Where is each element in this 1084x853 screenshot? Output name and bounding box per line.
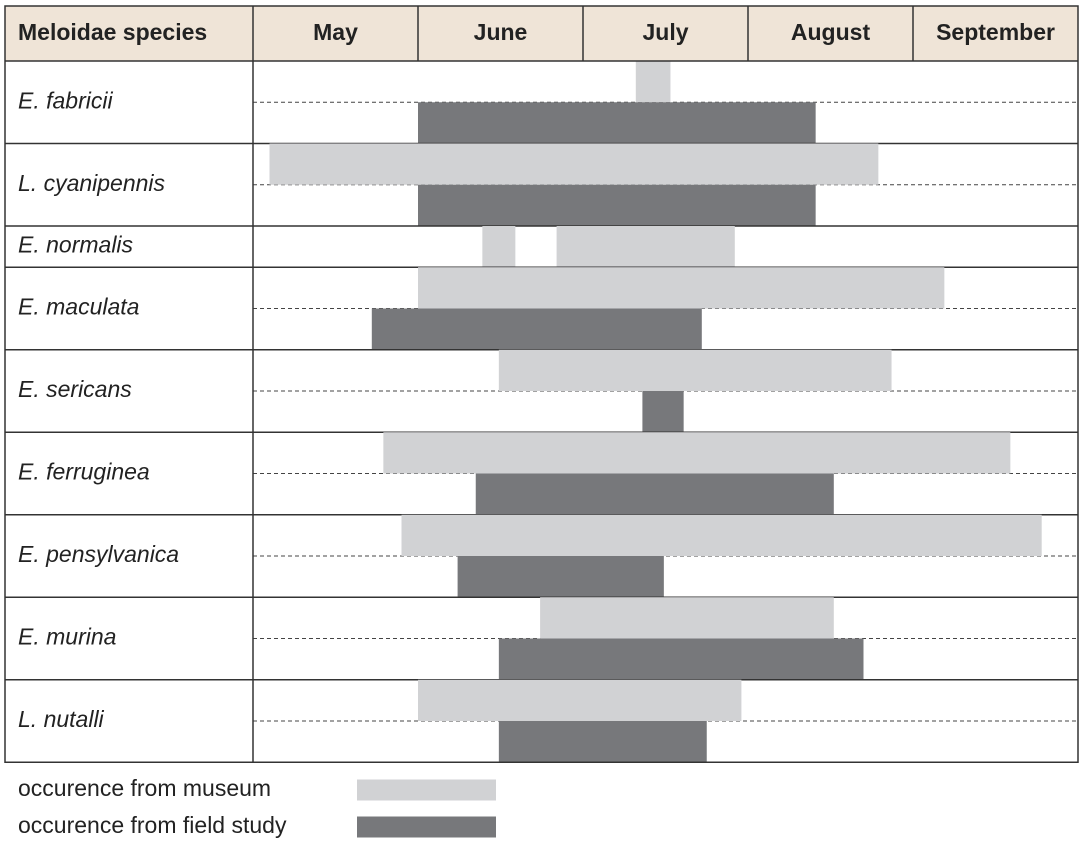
occurrence-bar xyxy=(642,391,684,433)
species-label: L. cyanipennis xyxy=(18,170,166,196)
species-label: E. pensylvanica xyxy=(18,541,179,567)
occurrence-bar xyxy=(418,267,945,309)
occurrence-bar xyxy=(635,61,671,103)
occurrence-bar xyxy=(540,597,834,639)
legend-swatch xyxy=(357,779,496,801)
occurrence-bar xyxy=(498,349,892,391)
month-label: June xyxy=(474,19,528,45)
species-label: E. ferruginea xyxy=(18,459,150,485)
legend-label: occurence from field study xyxy=(18,812,287,838)
species-label: E. sericans xyxy=(18,376,132,402)
row-header: Meloidae species xyxy=(18,19,207,45)
species-label: E. fabricii xyxy=(18,87,113,113)
occurrence-bar xyxy=(457,556,664,598)
table-border xyxy=(4,5,1079,763)
species-label: E. murina xyxy=(18,624,116,650)
occurrence-bar xyxy=(498,638,864,680)
header-background xyxy=(5,6,1078,61)
occurrence-bar xyxy=(498,721,707,763)
month-label: May xyxy=(313,19,358,45)
occurrence-bar xyxy=(482,226,516,268)
occurrence-bar xyxy=(269,143,879,185)
species-label: L. nutalli xyxy=(18,706,105,732)
month-label: July xyxy=(642,19,688,45)
occurrence-bar xyxy=(371,308,702,350)
occurrence-bar xyxy=(418,184,816,226)
species-label: E. maculata xyxy=(18,294,139,320)
month-label: September xyxy=(936,19,1055,45)
month-label: August xyxy=(791,19,871,45)
legend-swatch xyxy=(357,816,496,838)
occurrence-bar xyxy=(475,473,834,515)
occurrence-bar xyxy=(401,514,1042,556)
occurrence-bar xyxy=(418,679,742,721)
occurrence-bar xyxy=(556,226,735,268)
occurrence-bar xyxy=(418,102,816,144)
legend-label: occurence from museum xyxy=(18,775,271,801)
occurrence-bar xyxy=(383,432,1011,474)
species-label: E. normalis xyxy=(18,232,134,258)
